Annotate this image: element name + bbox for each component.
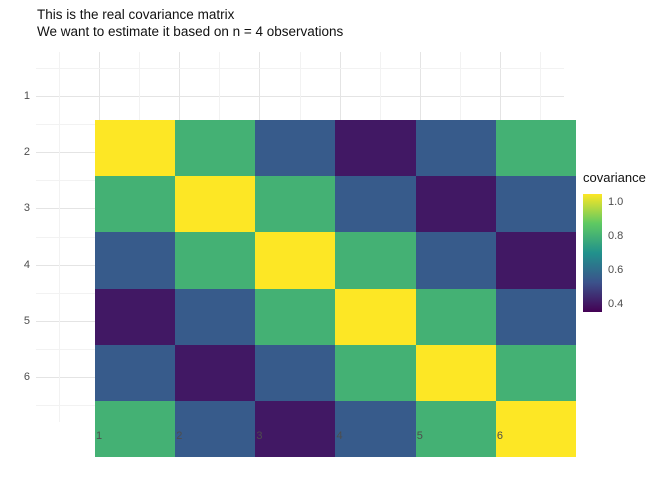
heatmap-cell-r4c5 xyxy=(415,288,496,345)
chart-title-block: This is the real covariance matrix We wa… xyxy=(37,6,343,40)
heatmap-cell-r6c4 xyxy=(335,400,416,457)
heatmap-cell-r1c5 xyxy=(415,120,496,177)
x-axis-tick-label: 6 xyxy=(496,430,503,442)
heatmap-cell-r3c1 xyxy=(95,232,176,289)
heatmap-cell-r1c2 xyxy=(175,120,256,177)
heatmap-cell-r6c6 xyxy=(495,400,576,457)
y-axis-tick-label: 2 xyxy=(23,146,30,159)
heatmap-cell-r5c5 xyxy=(415,344,496,401)
chart-title-line2: We want to estimate it based on n = 4 ob… xyxy=(37,24,344,39)
x-axis-tick-label: 1 xyxy=(96,430,103,442)
x-axis-tick-label: 4 xyxy=(336,430,343,442)
y-axis-tick-label: 4 xyxy=(23,258,30,271)
heatmap-cell-r3c5 xyxy=(415,232,496,289)
heatmap-cell-r2c3 xyxy=(255,176,336,233)
heatmap-cell-r4c2 xyxy=(175,288,256,345)
heatmap-cell-r6c3 xyxy=(255,400,336,457)
legend-tick-label: 0.8 xyxy=(608,230,624,243)
heatmap-cell-r1c1 xyxy=(95,120,176,177)
heatmap-cell-r6c5 xyxy=(415,400,496,457)
heatmap-cell-r5c4 xyxy=(335,344,416,401)
heatmap-cell-r3c6 xyxy=(495,232,576,289)
heatmap-cell-r4c4 xyxy=(335,288,416,345)
heatmap-cell-r5c3 xyxy=(255,344,336,401)
legend-tick-label: 1.0 xyxy=(608,196,624,209)
heatmap-cell-r2c6 xyxy=(495,176,576,233)
x-axis-tick-label: 3 xyxy=(256,430,263,442)
x-axis-tick-label: 5 xyxy=(416,430,423,442)
y-axis-tick-label: 1 xyxy=(23,90,30,103)
y-axis-tick-label: 3 xyxy=(23,202,30,215)
heatmap-cell-r2c5 xyxy=(415,176,496,233)
heatmap-cell-r5c2 xyxy=(175,344,256,401)
y-axis-tick-label: 6 xyxy=(23,370,30,383)
legend-tick-label: 0.4 xyxy=(608,297,624,310)
chart-title-line1: This is the real covariance matrix xyxy=(37,7,235,22)
heatmap-cell-r3c2 xyxy=(175,232,256,289)
gridline-y-minor xyxy=(36,68,564,69)
heatmap-cell-r2c1 xyxy=(95,176,176,233)
legend-tick-label: 0.6 xyxy=(608,263,624,276)
legend: covariance 1.0 0.8 0.6 0.4 xyxy=(583,170,669,312)
heatmap-grid xyxy=(95,120,576,457)
plot-panel xyxy=(36,52,576,457)
legend-title: covariance xyxy=(583,170,646,185)
x-axis-tick-label: 2 xyxy=(176,430,183,442)
heatmap-cell-r1c6 xyxy=(495,120,576,177)
heatmap-cell-r2c4 xyxy=(335,176,416,233)
legend-gradient-bar xyxy=(583,194,602,312)
heatmap-cell-r3c3 xyxy=(255,232,336,289)
heatmap-cell-r2c2 xyxy=(175,176,256,233)
heatmap-cell-r4c6 xyxy=(495,288,576,345)
heatmap-cell-r6c1 xyxy=(95,400,176,457)
heatmap-cell-r1c4 xyxy=(335,120,416,177)
gridline-x-minor xyxy=(59,52,60,422)
heatmap-cell-r3c4 xyxy=(335,232,416,289)
heatmap-cell-r1c3 xyxy=(255,120,336,177)
heatmap-cell-r5c6 xyxy=(495,344,576,401)
y-axis-tick-label: 5 xyxy=(23,314,30,327)
heatmap-cell-r4c3 xyxy=(255,288,336,345)
heatmap-cell-r5c1 xyxy=(95,344,176,401)
heatmap-cell-r4c1 xyxy=(95,288,176,345)
heatmap-cell-r6c2 xyxy=(175,400,256,457)
